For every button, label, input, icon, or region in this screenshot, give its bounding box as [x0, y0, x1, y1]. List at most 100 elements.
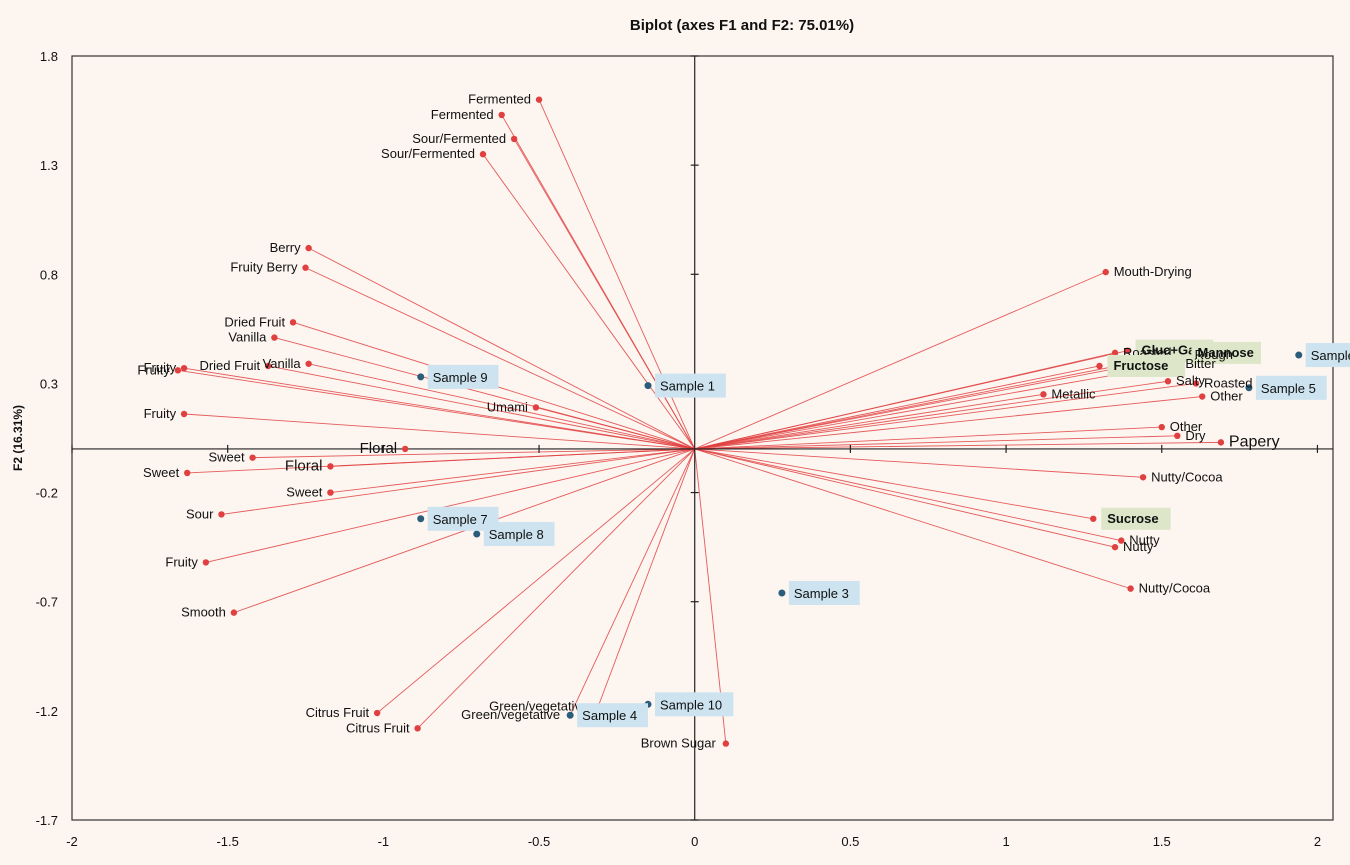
variable-vector	[535, 407, 695, 450]
variable-label: Gluc+Gal	[1142, 343, 1199, 358]
observation-point	[778, 589, 786, 597]
variable-vector	[694, 271, 1106, 450]
variable-point	[1158, 423, 1165, 431]
observation-label: Sample 6	[1311, 348, 1350, 363]
variable-label: Fruity	[165, 554, 198, 569]
observation-label: Sample 3	[794, 586, 849, 601]
variable-point	[373, 709, 381, 717]
variable-vector	[597, 448, 696, 707]
observation-point	[417, 373, 425, 381]
variable-label: Fermented	[431, 107, 494, 122]
observation-label-bg	[427, 364, 499, 389]
observation-label-bg	[788, 580, 860, 605]
variable-label-bg	[1101, 507, 1171, 530]
variable-point	[1139, 474, 1147, 481]
variable-point	[302, 264, 309, 271]
y-tick-label: -0.2	[36, 486, 58, 501]
variable-label: Salty	[1176, 373, 1205, 388]
variable-vector	[694, 352, 1116, 450]
variable-label: Nutty/Cocoa	[1151, 469, 1223, 484]
variable-label: Fruity	[144, 406, 177, 421]
variable-vector	[694, 396, 1203, 450]
variable-label: Other	[1210, 389, 1243, 404]
observation-label: Sample 10	[660, 697, 722, 712]
variable-vector	[694, 382, 1197, 450]
y-tick-label: 1.8	[40, 49, 58, 64]
variable-point	[1111, 349, 1119, 357]
variable-point	[180, 364, 188, 372]
variable-point	[1040, 391, 1047, 398]
x-tick-label: -2	[66, 834, 78, 849]
variable-point	[1199, 393, 1206, 400]
variable-label: Roasted	[1204, 375, 1252, 390]
variable-label-bg	[1107, 354, 1186, 377]
variable-point	[327, 463, 334, 470]
variable-label: Fruity	[144, 360, 177, 375]
variable-vector	[694, 448, 1144, 478]
variable-label: Mannose	[1198, 345, 1254, 360]
observation-label-bg	[483, 522, 555, 547]
variable-point	[230, 609, 238, 616]
variable-point	[479, 151, 487, 158]
variable-label: Dried Fruit	[199, 358, 260, 373]
variable-point	[305, 244, 312, 252]
variable-vector	[308, 363, 695, 450]
observation-label-bg	[1255, 375, 1327, 400]
variable-vector	[376, 448, 696, 714]
variable-label: Brown Sugar	[641, 736, 717, 751]
variable-point	[180, 410, 188, 418]
variable-vector	[694, 363, 1178, 450]
variable-label-bg	[1191, 341, 1261, 364]
observation-point	[566, 711, 574, 719]
variable-vector	[205, 448, 695, 563]
variable-point	[305, 360, 312, 367]
observation-point	[1295, 351, 1303, 359]
variable-label: Dried Fruit	[224, 314, 285, 329]
variable-point	[1164, 378, 1172, 385]
variable-point	[1124, 347, 1131, 354]
variable-point	[184, 469, 191, 477]
y-tick-label: -1.7	[36, 813, 58, 828]
variable-vector	[694, 426, 1162, 450]
variable-point	[1102, 268, 1109, 276]
variable-point	[1090, 515, 1097, 522]
variable-label: Nutty	[1123, 539, 1154, 554]
variable-label: Dry	[1185, 428, 1206, 443]
y-tick-label: 1.3	[40, 158, 58, 173]
variable-label: Berry	[270, 240, 302, 255]
variable-point	[174, 367, 182, 374]
variable-label: Mouth-Drying	[1114, 264, 1192, 279]
variable-label: Vanilla	[263, 356, 302, 371]
variable-point	[264, 362, 272, 370]
variable-vector	[177, 369, 695, 450]
variable-label: Vanilla	[228, 330, 267, 345]
variable-point	[1217, 439, 1225, 446]
x-tick-label: 0.5	[841, 834, 859, 849]
observation-label-bg	[655, 692, 734, 717]
variable-vector	[330, 448, 695, 494]
variable-vector	[268, 365, 695, 450]
x-tick-label: -1.5	[216, 834, 238, 849]
observation-point	[1245, 384, 1253, 392]
variable-label: Papery	[1229, 433, 1280, 450]
observation-point	[417, 515, 425, 523]
variable-label: Fruity	[137, 362, 170, 377]
variable-point	[202, 559, 210, 566]
variable-point	[1127, 585, 1134, 592]
variable-label: Umami	[487, 399, 528, 414]
variable-label: Metallic	[1051, 386, 1096, 401]
variable-point	[1118, 537, 1125, 544]
variable-vector	[233, 448, 695, 614]
variable-point	[327, 489, 334, 496]
variable-point	[510, 135, 518, 143]
variable-point	[535, 96, 543, 103]
variable-label: Smooth	[181, 605, 226, 620]
x-tick-label: 2	[1314, 834, 1321, 849]
variable-label: Citrus Fruit	[346, 720, 410, 735]
variable-vector	[694, 352, 1184, 450]
variable-point	[249, 454, 256, 461]
variable-vector	[482, 153, 696, 450]
variable-vectors	[177, 99, 1221, 744]
